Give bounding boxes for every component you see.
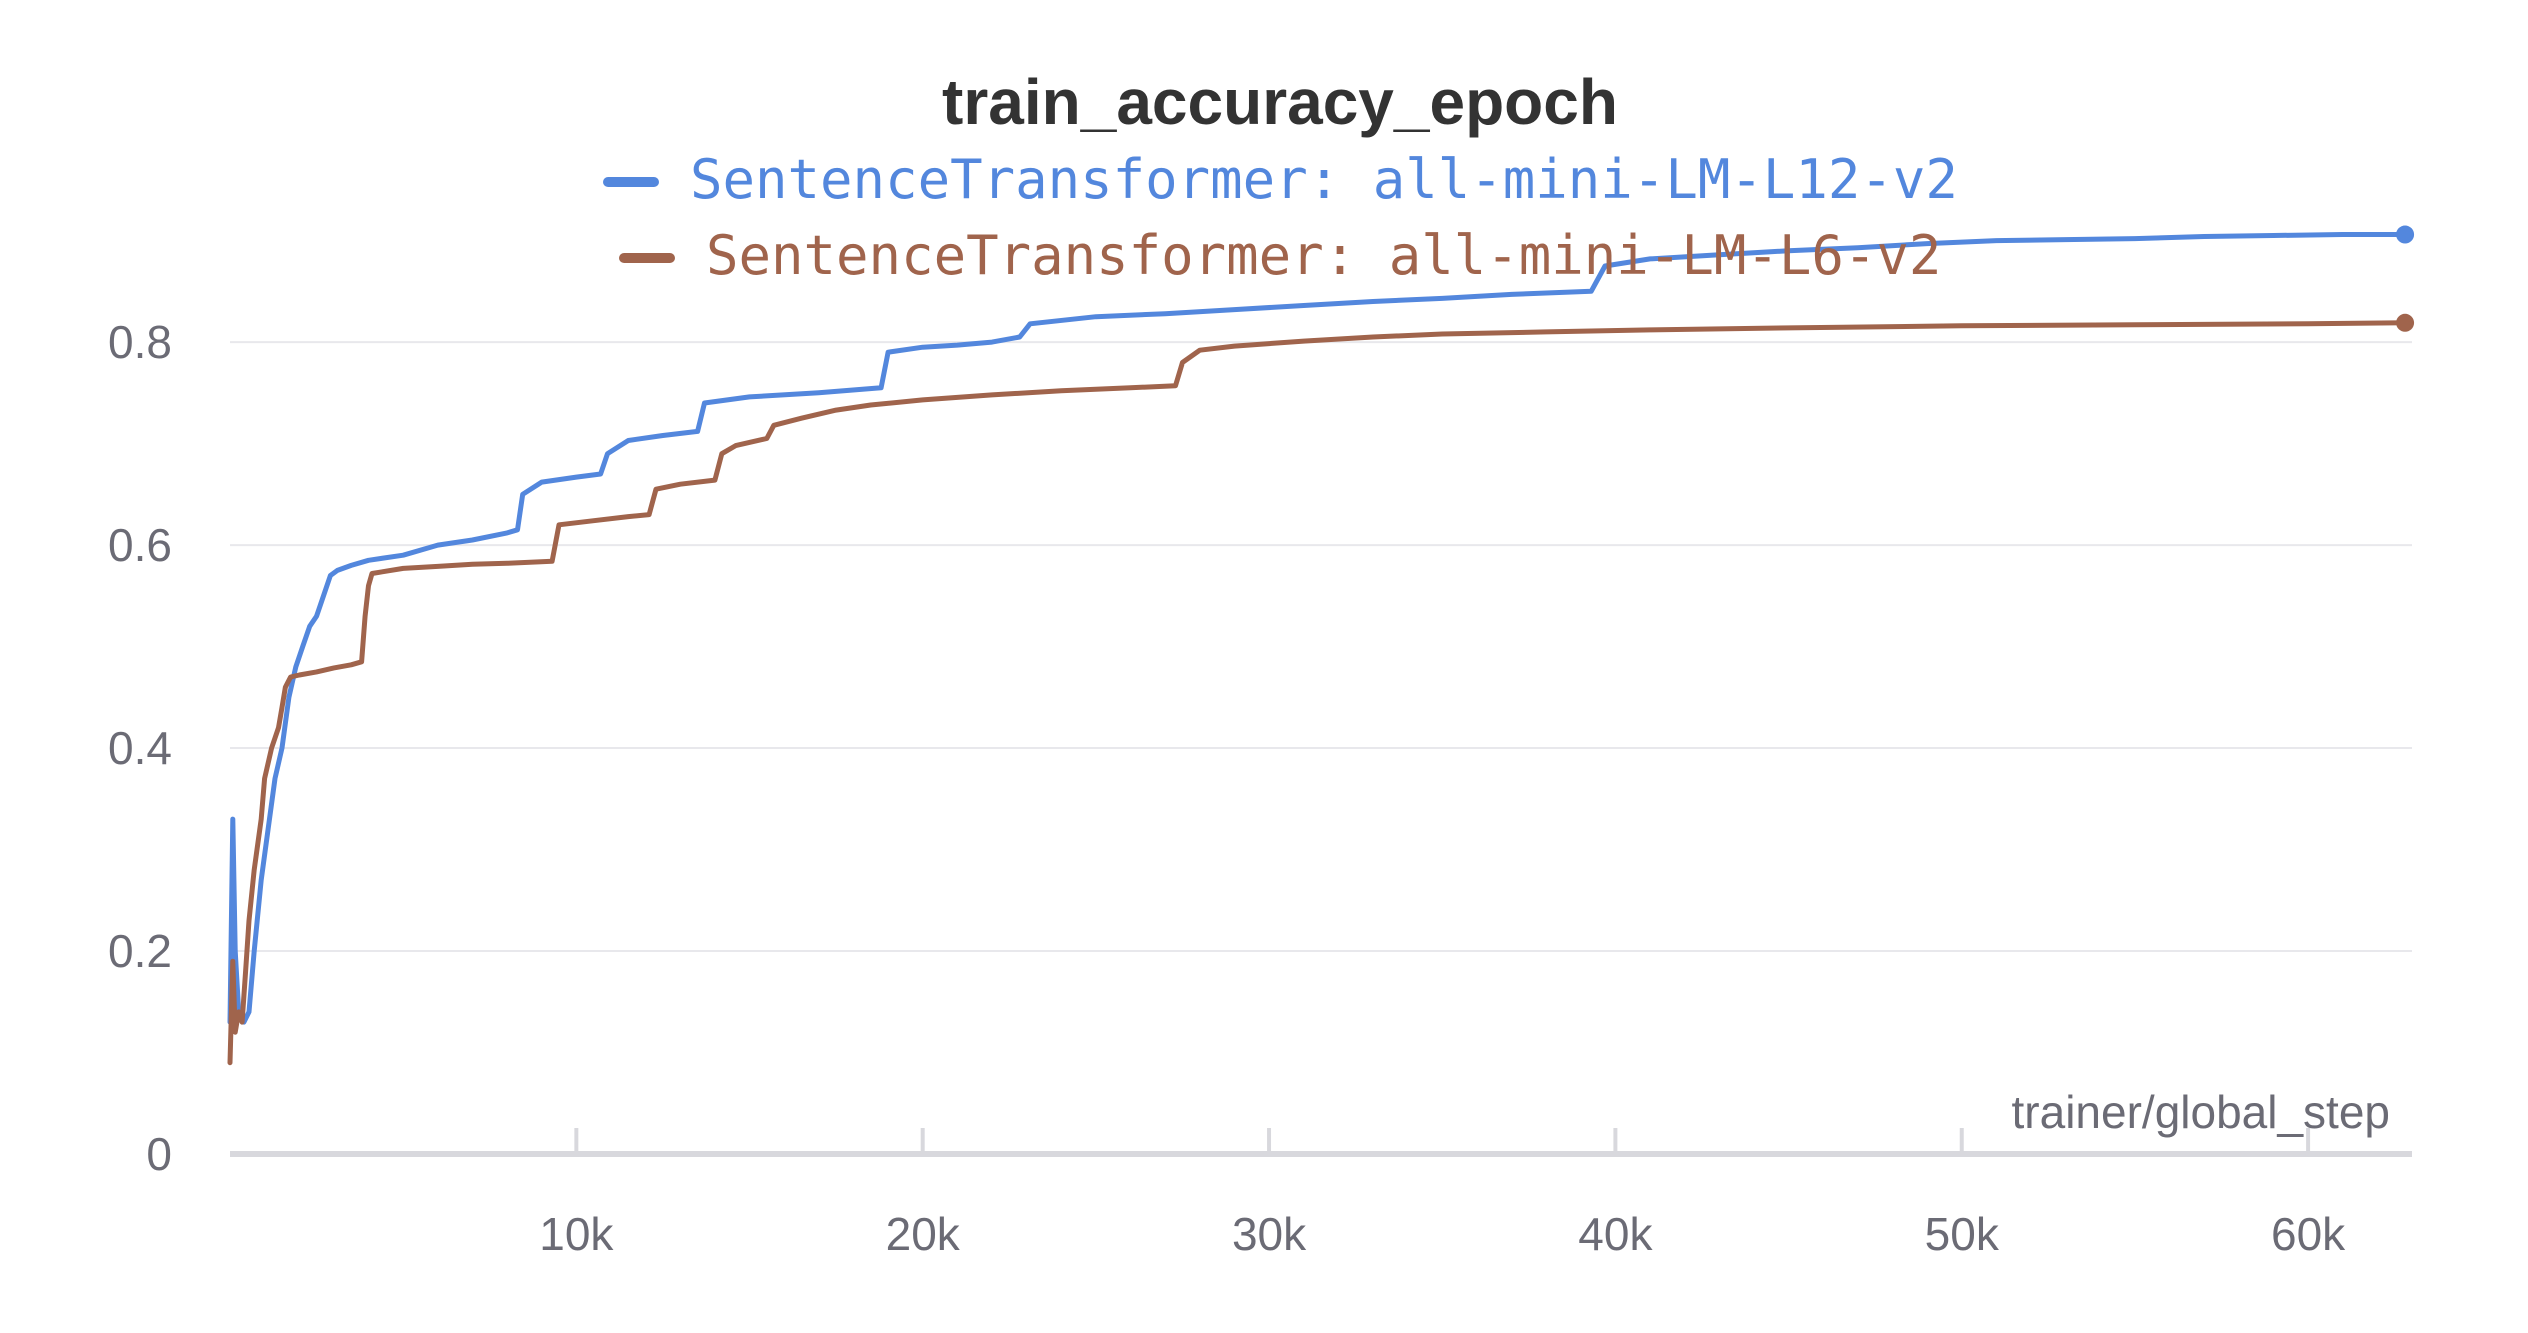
legend[interactable]: SentenceTransformer: all-mini-LM-L12-v2 S…: [603, 148, 1958, 287]
x-tick-label: 60k: [2271, 1208, 2346, 1260]
legend-label-1[interactable]: SentenceTransformer: all-mini-LM-L12-v2: [690, 148, 1958, 211]
x-ticks: 10k 20k 30k 40k 50k 60k: [539, 1128, 2346, 1260]
series-lines[interactable]: [227, 225, 2415, 1066]
y-tick-label: 0: [146, 1128, 172, 1180]
legend-label-2[interactable]: SentenceTransformer: all-mini-LM-L6-v2: [706, 224, 1941, 287]
grid-lines: [230, 341, 2412, 953]
y-tick-label: 0.6: [108, 519, 172, 571]
series-end-point-2[interactable]: [2396, 313, 2415, 332]
x-tick-label: 40k: [1578, 1208, 1653, 1260]
series-end-point-1[interactable]: [2396, 225, 2415, 244]
x-tick-label: 30k: [1232, 1208, 1307, 1260]
y-ticks: 0 0.2 0.4 0.6 0.8: [108, 316, 172, 1180]
series-line-1[interactable]: [227, 232, 2408, 1025]
y-tick-label: 0.2: [108, 925, 172, 977]
y-tick-label: 0.8: [108, 316, 172, 368]
y-tick-label: 0.4: [108, 722, 172, 774]
chart-title: train_accuracy_epoch: [942, 66, 1618, 138]
x-tick-label: 50k: [1925, 1208, 2000, 1260]
series-line-2[interactable]: [227, 320, 2408, 1066]
x-tick-label: 20k: [886, 1208, 961, 1260]
x-tick-label: 10k: [539, 1208, 614, 1260]
x-axis-label: trainer/global_step: [2012, 1086, 2390, 1138]
